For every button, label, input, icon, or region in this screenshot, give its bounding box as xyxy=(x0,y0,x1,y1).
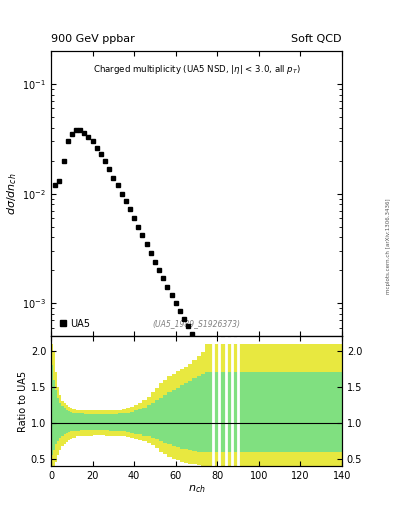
Text: mcplots.cern.ch [arXiv:1306.3436]: mcplots.cern.ch [arXiv:1306.3436] xyxy=(386,198,391,293)
Text: 900 GeV ppbar: 900 GeV ppbar xyxy=(51,33,135,44)
Text: (UA5_1989_S1926373): (UA5_1989_S1926373) xyxy=(152,319,241,328)
X-axis label: $n_{ch}$: $n_{ch}$ xyxy=(187,483,206,495)
Y-axis label: Ratio to UA5: Ratio to UA5 xyxy=(18,371,28,432)
Text: Soft QCD: Soft QCD xyxy=(292,33,342,44)
Text: Charged multiplicity (UA5 NSD, $|\eta|$ < 3.0, all $p_{T}$): Charged multiplicity (UA5 NSD, $|\eta|$ … xyxy=(93,62,300,76)
Legend: UA5: UA5 xyxy=(56,315,94,331)
Y-axis label: $d\sigma/dn_{ch}$: $d\sigma/dn_{ch}$ xyxy=(6,173,20,215)
